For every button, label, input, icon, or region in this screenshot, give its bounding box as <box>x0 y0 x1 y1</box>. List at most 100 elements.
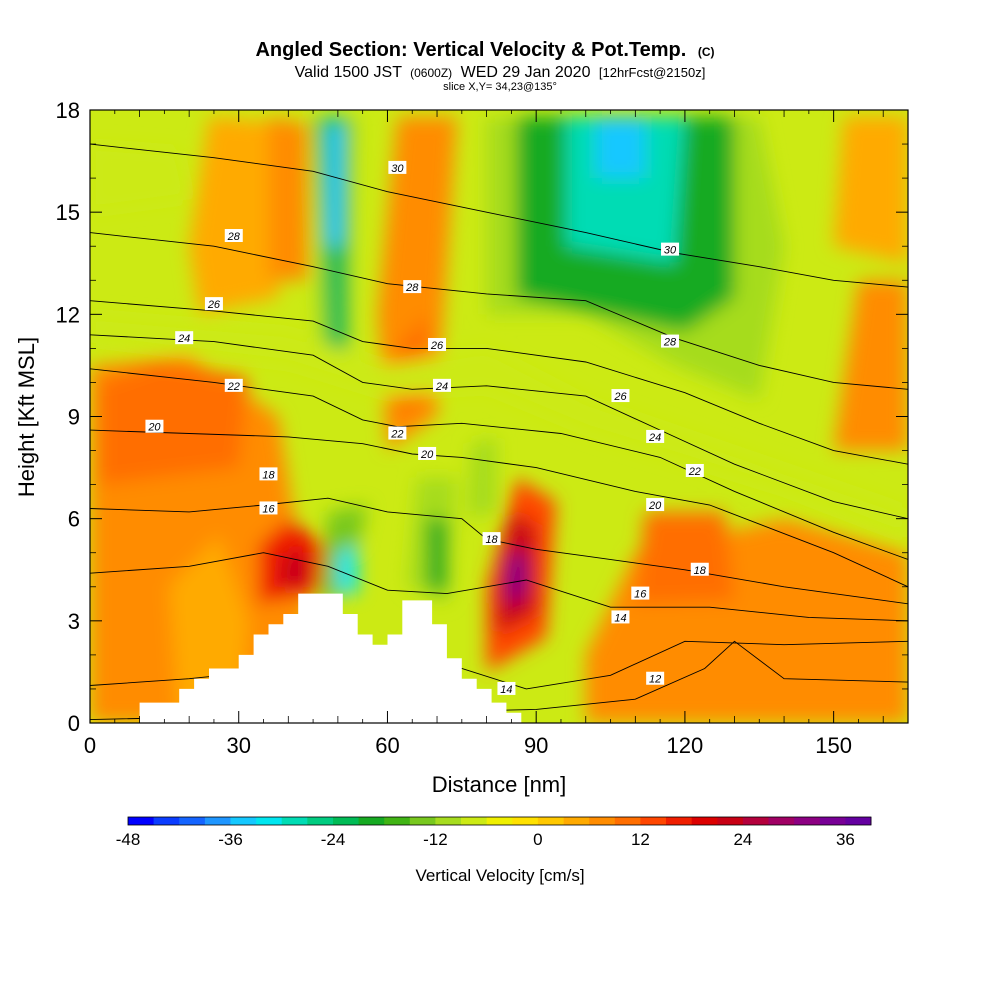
theta-contour-16 <box>90 552 908 622</box>
theta-contour-22 <box>90 368 908 560</box>
contour-label: 12 <box>646 671 665 686</box>
axes: 0 30 60 90 120 150 0 3 6 9 12 15 18 <box>56 98 908 758</box>
contour-label: 28 <box>403 280 422 294</box>
colorbar-swatch <box>486 817 513 825</box>
contour-label: 14 <box>497 681 516 696</box>
contour-label: 28 <box>224 229 243 243</box>
contour-label: 22 <box>685 463 704 478</box>
contour-label-text: 28 <box>663 337 677 349</box>
contour-label: 26 <box>204 297 223 311</box>
theta-contour-30 <box>90 143 908 288</box>
contour-label-text: 16 <box>262 503 275 515</box>
contour-label-bg <box>646 671 665 685</box>
colorbar-swatch <box>845 817 872 825</box>
colorbar-swatch <box>563 817 590 825</box>
colorbar-tick-label: -48 <box>116 830 141 849</box>
contour-label-bg <box>204 297 223 311</box>
contour-label-text: 26 <box>207 299 221 311</box>
contour-label-text: 18 <box>262 469 275 481</box>
contour-label-bg <box>690 562 709 576</box>
contour-label: 26 <box>611 389 630 403</box>
colorbar-swatch <box>691 817 718 825</box>
contour-label: 24 <box>646 429 665 444</box>
y-tick-label: 3 <box>68 609 80 634</box>
theta-contour-24 <box>90 334 908 520</box>
colorbar-swatch <box>409 817 436 825</box>
colorbar-swatch <box>512 817 539 825</box>
contour-label-text: 24 <box>648 432 661 444</box>
y-tick-label: 0 <box>68 711 80 736</box>
colorbar-swatch <box>256 817 283 825</box>
contour-label: 16 <box>631 586 650 601</box>
x-tick-label: 0 <box>84 733 96 758</box>
velocity-region <box>595 116 646 179</box>
colorbar: -48 -36 -24 -12 0 12 24 36 <box>116 816 872 849</box>
velocity-region <box>99 362 249 485</box>
velocity-region <box>90 314 908 540</box>
colorbar-swatch <box>537 817 564 825</box>
theta-contour-20 <box>90 429 908 588</box>
velocity-region <box>565 116 685 264</box>
utc-time: (0600Z) <box>410 66 452 80</box>
contour-label-text: 24 <box>177 333 190 345</box>
x-axis-label: Distance [nm] <box>432 772 567 797</box>
contour-label-bg <box>403 280 422 294</box>
contour-label: 18 <box>690 562 709 577</box>
colorbar-swatch <box>614 817 641 825</box>
velocity-region <box>337 545 358 594</box>
velocity-region <box>466 436 497 519</box>
colorbar-swatch <box>717 817 744 825</box>
contour-label-bg <box>259 501 278 515</box>
contour-label-bg <box>685 463 704 477</box>
x-tick-label: 150 <box>815 733 852 758</box>
contour-label-bg <box>388 160 407 174</box>
colorbar-swatch <box>384 817 411 825</box>
velocity-region <box>268 116 309 281</box>
svg-text:Valid 1500 JST (0600Z): Valid 1500 JST (0600Z) WED 29 Jan 2020 [… <box>295 64 706 81</box>
colorbar-tick-label: 24 <box>733 830 752 849</box>
contour-label: 14 <box>611 610 630 624</box>
contour-label-text: 16 <box>634 589 647 601</box>
colorbar-swatch <box>358 817 385 825</box>
contour-label-text: 12 <box>649 674 661 686</box>
contour-label: 18 <box>482 532 501 546</box>
valid-date: WED 29 Jan 2020 <box>461 64 591 81</box>
colorbar-tick-label: 12 <box>631 830 650 849</box>
y-tick-label: 15 <box>56 200 80 225</box>
colorbar-swatch <box>435 817 462 825</box>
contour-label-bg <box>145 419 164 433</box>
y-tick-label: 9 <box>68 405 80 430</box>
theta-contour-26 <box>90 300 908 465</box>
colorbar-swatch <box>794 817 821 825</box>
colorbar-swatch <box>128 817 154 825</box>
contour-label: 30 <box>388 160 407 175</box>
contour-label-text: 30 <box>391 163 404 175</box>
colorbar-tick-label: -24 <box>321 830 346 849</box>
velocity-region <box>427 518 447 594</box>
colorbar-tick-label: 0 <box>533 830 542 849</box>
colorbar-tick-label: -36 <box>218 830 243 849</box>
contour-label-bg <box>661 242 680 256</box>
y-axis-label: Height [Kft MSL] <box>14 337 39 497</box>
svg-text:Angled Section: Vertical Veloc: Angled Section: Vertical Velocity & Pot.… <box>255 39 714 61</box>
velocity-region <box>506 552 527 604</box>
contour-label-bg <box>611 389 630 403</box>
colorbar-swatch <box>742 817 769 825</box>
contour-label-text: 14 <box>614 612 626 624</box>
colorbar-swatch <box>768 817 795 825</box>
theta-contour-28 <box>90 232 908 390</box>
contour-label-text: 28 <box>405 282 419 294</box>
velocity-region <box>278 552 309 587</box>
contour-label-bg <box>432 378 451 392</box>
velocity-region <box>90 144 190 213</box>
valid-time: Valid 1500 JST <box>295 64 403 81</box>
contour-label: 16 <box>259 501 278 515</box>
colorbar-swatch <box>307 817 334 825</box>
colorbar-tick-label: 36 <box>836 830 855 849</box>
contour-label: 24 <box>432 378 451 393</box>
contour-label-bg <box>224 378 243 392</box>
contour-label-bg <box>224 229 243 243</box>
contour-label-text: 22 <box>688 466 701 478</box>
